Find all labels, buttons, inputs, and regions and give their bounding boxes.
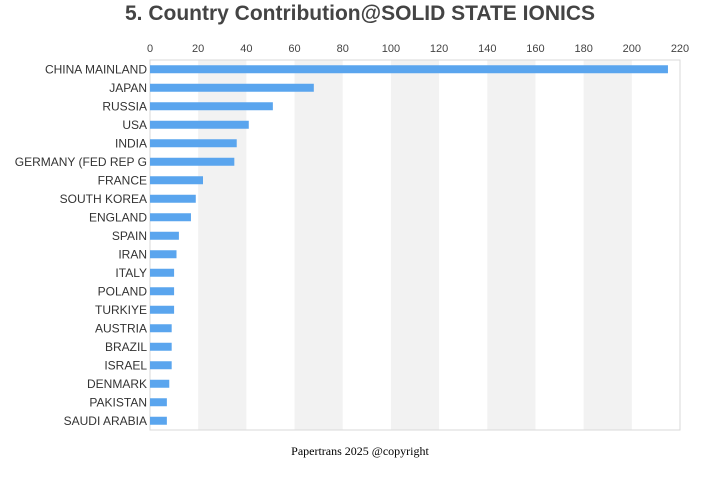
- category-label: SAUDI ARABIA: [64, 414, 147, 428]
- grid-bands: [198, 60, 632, 430]
- grid-band: [487, 60, 536, 430]
- category-label: INDIA: [115, 136, 147, 150]
- bar: [150, 231, 179, 240]
- bar: [150, 120, 249, 129]
- category-label: ITALY: [115, 266, 147, 280]
- category-label: PAKISTAN: [89, 395, 147, 409]
- bar: [150, 139, 237, 148]
- x-tick-label: 180: [574, 43, 592, 55]
- x-axis-ticks: 0 20 40 60 80 100 120 140 160 180 200 220: [147, 43, 689, 55]
- category-labels: CHINA MAINLAND JAPAN RUSSIA USA INDIA GERMANY…: [15, 62, 148, 428]
- category-label: DENMARK: [87, 377, 147, 391]
- category-label: AUSTRIA: [95, 321, 147, 335]
- footer-copyright: Papertrans 2025 @copyright: [291, 444, 429, 458]
- category-label: GERMANY (FED REP G: [15, 155, 147, 169]
- x-tick-label: 220: [671, 43, 689, 55]
- bar: [150, 176, 203, 185]
- bar: [150, 83, 314, 92]
- category-label: USA: [122, 118, 147, 132]
- bar: [150, 379, 170, 388]
- bar: [150, 213, 191, 222]
- category-label: FRANCE: [98, 173, 147, 187]
- bar-series: [150, 65, 668, 425]
- bar: [150, 287, 175, 296]
- category-label: RUSSIA: [102, 99, 147, 113]
- bar: [150, 157, 235, 166]
- bar: [150, 268, 175, 277]
- category-label: CHINA MAINLAND: [45, 62, 147, 76]
- category-label: SPAIN: [112, 229, 147, 243]
- bar: [150, 65, 668, 74]
- bar: [150, 305, 175, 314]
- x-tick-label: 120: [430, 43, 448, 55]
- category-label: IRAN: [118, 247, 147, 261]
- x-tick-label: 60: [288, 43, 300, 55]
- bar: [150, 102, 273, 111]
- category-label: ISRAEL: [104, 358, 147, 372]
- grid-band: [583, 60, 632, 430]
- category-label: ENGLAND: [89, 210, 147, 224]
- bar: [150, 416, 167, 425]
- bar: [150, 250, 177, 259]
- bar: [150, 194, 196, 203]
- category-label: TURKIYE: [95, 303, 147, 317]
- plot-area-border: [149, 59, 681, 431]
- x-tick-label: 160: [526, 43, 544, 55]
- x-tick-label: 80: [337, 43, 349, 55]
- x-tick-label: 140: [478, 43, 496, 55]
- x-tick-label: 200: [623, 43, 641, 55]
- grid-band: [294, 60, 343, 430]
- grid-band: [390, 60, 440, 430]
- category-label: POLAND: [98, 284, 148, 298]
- bar: [150, 398, 167, 407]
- x-tick-label: 0: [147, 43, 153, 55]
- bar: [150, 324, 172, 333]
- x-tick-label: 100: [382, 43, 400, 55]
- bar: [150, 342, 172, 351]
- grid-band: [198, 60, 247, 430]
- category-label: SOUTH KOREA: [60, 192, 147, 206]
- category-label: JAPAN: [109, 81, 147, 95]
- category-label: BRAZIL: [105, 340, 147, 354]
- chart-title: 5. Country Contribution@SOLID STATE IONI…: [124, 2, 595, 25]
- bar: [150, 361, 172, 370]
- x-tick-label: 20: [192, 43, 204, 55]
- x-tick-label: 40: [240, 43, 252, 55]
